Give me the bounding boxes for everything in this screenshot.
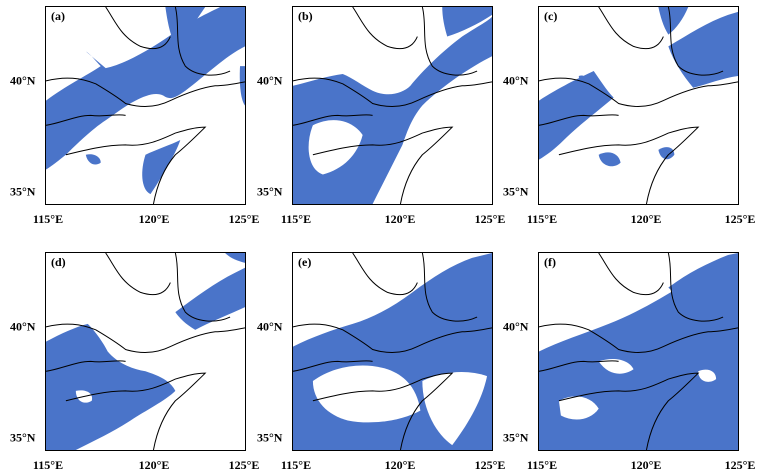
map-b-svg bbox=[293, 7, 492, 204]
lat-label-40n: 40°N bbox=[10, 319, 36, 334]
panel-label: (b) bbox=[298, 9, 313, 23]
lat-label-40n: 40°N bbox=[257, 73, 283, 88]
precip-region bbox=[46, 7, 245, 195]
panel-label: (a) bbox=[51, 9, 65, 23]
lon-label-120e: 120°E bbox=[384, 212, 416, 226]
map-panel-a: (a) bbox=[45, 6, 246, 205]
lon-label-115e: 115°E bbox=[280, 458, 312, 472]
map-e-svg bbox=[293, 253, 492, 450]
lat-label-40n: 40°N bbox=[257, 319, 283, 334]
map-c-svg bbox=[539, 7, 738, 204]
lon-label-120e: 120°E bbox=[630, 212, 662, 226]
lon-label-115e: 115°E bbox=[526, 212, 558, 226]
precip-region bbox=[293, 253, 492, 450]
lat-label-35n: 35°N bbox=[257, 430, 283, 445]
map-d-svg bbox=[46, 253, 245, 450]
map-panel-f: (f) bbox=[538, 252, 739, 451]
lon-label-125e: 125°E bbox=[724, 212, 756, 226]
map-panel-e: (e) bbox=[292, 252, 493, 451]
lat-label-40n: 40°N bbox=[503, 73, 529, 88]
lat-label-40n: 40°N bbox=[10, 73, 36, 88]
map-f-svg bbox=[539, 253, 738, 450]
lat-label-40n: 40°N bbox=[503, 319, 529, 334]
panel-label: (e) bbox=[298, 255, 312, 269]
lon-label-115e: 115°E bbox=[32, 458, 64, 472]
coastline bbox=[539, 7, 738, 204]
lon-label-120e: 120°E bbox=[384, 458, 416, 472]
precip-region bbox=[539, 253, 738, 450]
precip-region bbox=[293, 7, 492, 204]
lon-label-115e: 115°E bbox=[32, 212, 64, 226]
map-a-svg bbox=[46, 7, 245, 204]
panel-label: (c) bbox=[544, 9, 558, 23]
lon-label-115e: 115°E bbox=[280, 212, 312, 226]
coastline bbox=[46, 253, 245, 450]
lon-label-120e: 120°E bbox=[630, 458, 662, 472]
coastline bbox=[293, 7, 492, 204]
coastline bbox=[46, 7, 245, 204]
lat-label-35n: 35°N bbox=[10, 184, 36, 199]
map-panel-c: (c) bbox=[538, 6, 739, 205]
map-panel-b: (b) bbox=[292, 6, 493, 205]
lon-label-125e: 125°E bbox=[228, 458, 260, 472]
precip-region bbox=[539, 7, 738, 167]
coastline bbox=[293, 253, 492, 450]
map-panel-d: (d) bbox=[45, 252, 246, 451]
lon-label-125e: 125°E bbox=[724, 458, 756, 472]
lon-label-120e: 120°E bbox=[138, 458, 170, 472]
coastline bbox=[539, 253, 738, 450]
panel-label: (d) bbox=[51, 255, 66, 269]
lat-label-35n: 35°N bbox=[10, 430, 36, 445]
lon-label-125e: 125°E bbox=[474, 212, 506, 226]
lat-label-35n: 35°N bbox=[503, 430, 529, 445]
panel-label: (f) bbox=[544, 255, 556, 269]
lon-label-115e: 115°E bbox=[526, 458, 558, 472]
precip-region bbox=[46, 253, 245, 450]
lon-label-120e: 120°E bbox=[138, 212, 170, 226]
lat-label-35n: 35°N bbox=[257, 184, 283, 199]
lat-label-35n: 35°N bbox=[503, 184, 529, 199]
lon-label-125e: 125°E bbox=[228, 212, 260, 226]
lon-label-125e: 125°E bbox=[474, 458, 506, 472]
